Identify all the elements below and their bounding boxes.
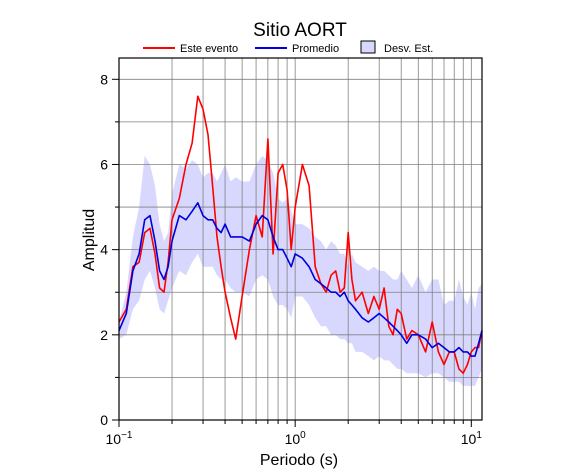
y-ticks: 0 2 4 6 8: [100, 71, 119, 428]
y-tick-label: 8: [100, 71, 108, 87]
legend-label-event: Este evento: [180, 43, 238, 55]
std-dev-band-layer: [119, 156, 482, 386]
y-axis-label: Amplitud: [81, 209, 98, 271]
legend-swatch-band: [360, 40, 376, 54]
legend: Este evento Promedio Desv. Est.: [143, 40, 433, 55]
plot-frame: [118, 57, 483, 421]
legend-label-band: Desv. Est.: [384, 43, 433, 55]
y-tick-label: 0: [100, 412, 108, 428]
x-tick-label: 101: [461, 430, 483, 447]
series-layer: [118, 95, 483, 375]
x-tick-label: 10−1: [106, 430, 133, 447]
x-ticks: 10−1 100 101: [106, 420, 483, 447]
std-dev-band: [119, 156, 482, 386]
y-tick-label: 4: [100, 242, 108, 258]
x-axis-label: Periodo (s): [260, 452, 338, 469]
legend-label-mean: Promedio: [292, 43, 339, 55]
plot-border: [118, 57, 483, 421]
y-tick-label: 6: [100, 156, 108, 172]
series-line-mean: [118, 202, 483, 357]
y-tick-label: 2: [100, 327, 108, 343]
chart-title: Sitio AORT: [253, 20, 347, 41]
x-tick-label: 100: [285, 430, 307, 447]
plot-area: 10−1 100 101 0 2 4 6 8: [100, 57, 483, 447]
